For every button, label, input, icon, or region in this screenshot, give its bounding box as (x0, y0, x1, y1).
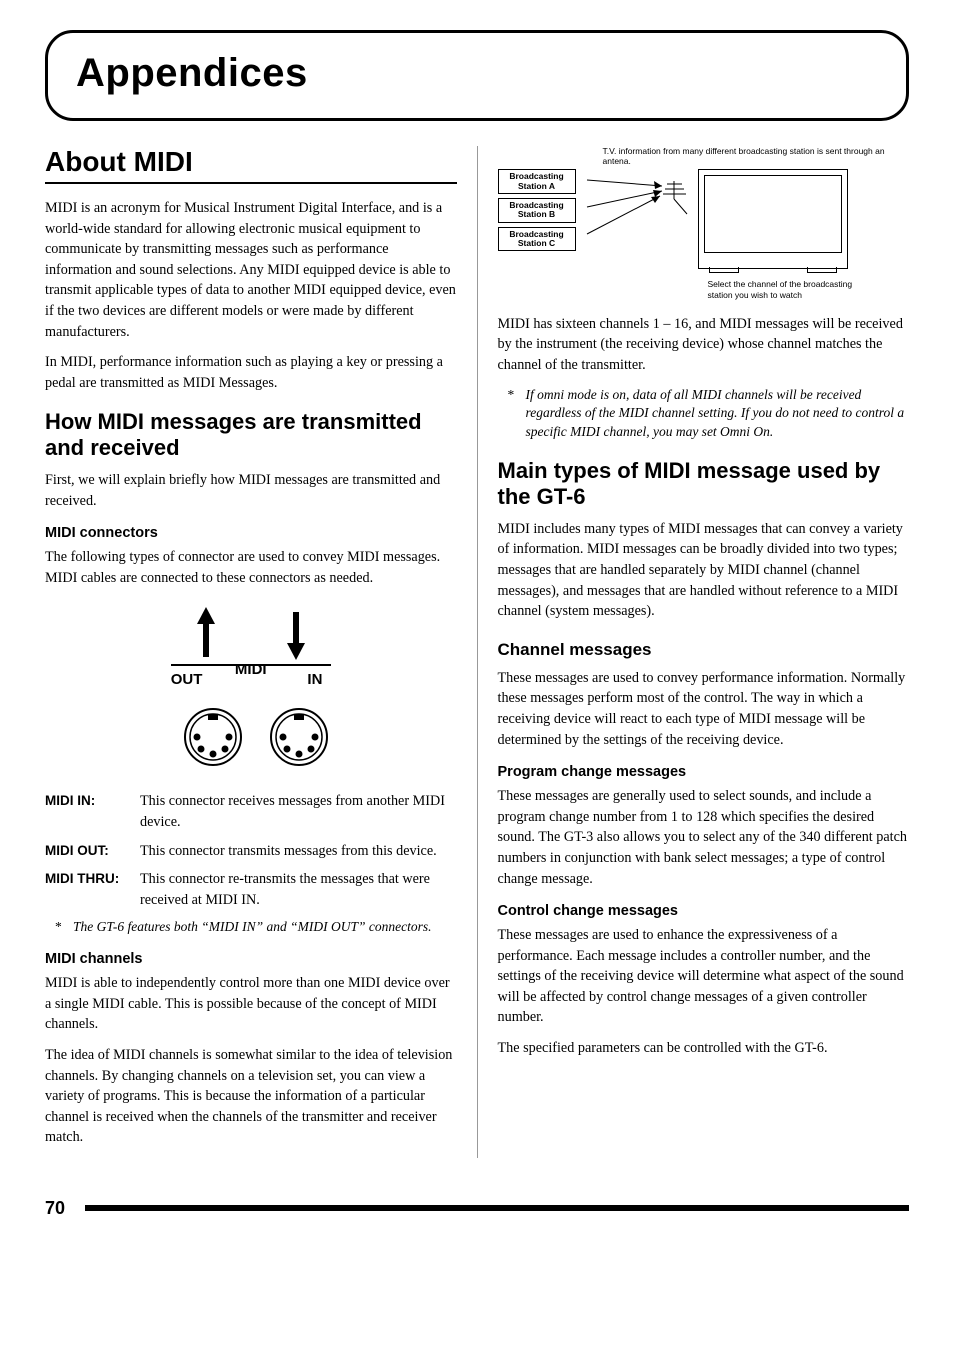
footnote-text: If omni mode is on, data of all MIDI cha… (526, 386, 910, 443)
tv-icon (698, 169, 848, 269)
left-column: About MIDI MIDI is an acronym for Musica… (45, 146, 478, 1158)
body-text: These messages are used to enhance the e… (498, 925, 910, 1028)
definition-desc: This connector transmits messages from t… (140, 841, 457, 862)
footnote: * The GT-6 features both “MIDI IN” and “… (55, 918, 457, 937)
body-text: MIDI has sixteen channels 1 – 16, and MI… (498, 314, 910, 376)
footnote-text: The GT-6 features both “MIDI IN” and “MI… (73, 918, 457, 937)
body-text: The idea of MIDI channels is somewhat si… (45, 1045, 457, 1148)
body-text: The specified parameters can be controll… (498, 1038, 910, 1059)
station-box: Broadcasting Station A (498, 169, 576, 194)
section-heading: About MIDI (45, 146, 457, 184)
page-title: Appendices (76, 51, 878, 96)
sub-heading: Channel messages (498, 640, 910, 660)
midi-label: MIDI (221, 661, 281, 678)
page-number: 70 (45, 1198, 65, 1219)
midi-in-label: IN (285, 671, 345, 688)
sub-heading: Control change messages (498, 903, 910, 919)
subsection-heading: How MIDI messages are transmitted and re… (45, 409, 457, 460)
definition-row: MIDI OUT: This connector transmits messa… (45, 841, 457, 862)
body-text: MIDI includes many types of MIDI message… (498, 519, 910, 622)
body-text: First, we will explain briefly how MIDI … (45, 470, 457, 511)
tv-broadcast-figure: T.V. information from many different bro… (498, 146, 910, 300)
footnote: * If omni mode is on, data of all MIDI c… (508, 386, 910, 443)
body-text: These messages are generally used to sel… (498, 786, 910, 889)
antenna-diagram (582, 169, 692, 241)
definition-row: MIDI THRU: This connector re-transmits t… (45, 869, 457, 910)
station-box: Broadcasting Station C (498, 227, 576, 252)
definition-list: MIDI IN: This connector receives message… (45, 791, 457, 910)
definition-desc: This connector re-transmits the messages… (140, 869, 457, 910)
content-columns: About MIDI MIDI is an acronym for Musica… (0, 146, 954, 1158)
page-header: Appendices (45, 30, 909, 121)
midi-out-label: OUT (157, 671, 217, 688)
figure-caption-top: T.V. information from many different bro… (603, 146, 910, 166)
sub-heading: Program change messages (498, 764, 910, 780)
asterisk-icon: * (55, 918, 73, 937)
definition-desc: This connector receives messages from an… (140, 791, 457, 832)
asterisk-icon: * (508, 386, 526, 443)
body-text: MIDI is an acronym for Musical Instrumen… (45, 198, 457, 342)
station-box: Broadcasting Station B (498, 198, 576, 223)
body-text: These messages are used to convey perfor… (498, 668, 910, 750)
definition-term: MIDI IN: (45, 791, 140, 832)
sub-heading: MIDI connectors (45, 525, 457, 541)
body-text: The following types of connector are use… (45, 547, 457, 588)
midi-connectors-figure: OUT MIDI IN (45, 602, 457, 777)
body-text: In MIDI, performance information such as… (45, 352, 457, 393)
subsection-heading: Main types of MIDI message used by the G… (498, 458, 910, 509)
page-footer: 70 (0, 1198, 954, 1219)
body-text: MIDI is able to independently control mo… (45, 973, 457, 1035)
definition-term: MIDI THRU: (45, 869, 140, 910)
sub-heading: MIDI channels (45, 951, 457, 967)
figure-caption-bottom: Select the channel of the broadcasting s… (708, 279, 858, 299)
definition-row: MIDI IN: This connector receives message… (45, 791, 457, 832)
definition-term: MIDI OUT: (45, 841, 140, 862)
right-column: T.V. information from many different bro… (478, 146, 910, 1158)
footer-rule (85, 1205, 909, 1211)
